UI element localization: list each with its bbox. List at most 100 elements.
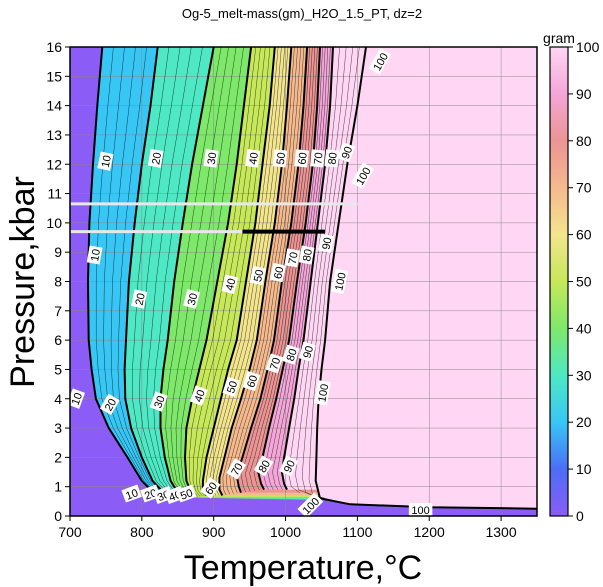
contour-label-text: 50 bbox=[252, 269, 266, 283]
contour-label: 40 bbox=[245, 149, 261, 168]
contour-label-text: 30 bbox=[206, 152, 220, 166]
contour-40 bbox=[183, 47, 253, 498]
y-tick-label: 12 bbox=[46, 156, 62, 172]
contour-label-text: 80 bbox=[285, 347, 300, 362]
contour-label-text: 80 bbox=[327, 152, 340, 165]
y-tick-label: 2 bbox=[54, 449, 62, 465]
x-tick-label: 900 bbox=[202, 524, 226, 540]
contour-label-text: 90 bbox=[301, 345, 316, 360]
contour-label: 30 bbox=[149, 391, 168, 412]
contour-label: 30 bbox=[203, 149, 219, 168]
contour-label: 20 bbox=[147, 148, 164, 168]
y-tick-label: 7 bbox=[54, 303, 62, 319]
contour-label: 70 bbox=[310, 149, 326, 168]
colorbar-tick-label: 80 bbox=[576, 133, 592, 149]
contour-label-text: 100 bbox=[316, 383, 331, 403]
contour-label-text: 60 bbox=[296, 152, 309, 165]
contour-30 bbox=[159, 47, 215, 500]
x-tick-label: 800 bbox=[130, 524, 154, 540]
contour-label: 60 bbox=[269, 262, 287, 283]
minor-contour bbox=[189, 47, 256, 497]
colorbar-label: gram bbox=[543, 30, 575, 46]
x-axis: 700 800 900 1000 1100 1200 1300 bbox=[58, 516, 517, 540]
colorbar-tick-label: 90 bbox=[576, 86, 592, 102]
contour-label-text: 60 bbox=[245, 374, 260, 389]
contour-label-text: 20 bbox=[150, 151, 164, 165]
contour-label-text: 50 bbox=[179, 487, 195, 502]
colorbar-tick-label: 30 bbox=[576, 367, 592, 383]
contour-label-text: 100 bbox=[333, 271, 349, 291]
minor-contour bbox=[103, 47, 176, 501]
contour-label: 60 bbox=[242, 370, 260, 392]
y-tick-label: 6 bbox=[54, 332, 62, 348]
contour-label: 60 bbox=[200, 477, 221, 499]
colorbar-tick-label: 10 bbox=[576, 461, 592, 477]
y-axis-title: Pressure,kbar bbox=[4, 176, 42, 388]
x-tick-label: 1200 bbox=[414, 524, 445, 540]
colorbar: 0 10 20 30 40 50 60 70 80 90 100 gram bbox=[543, 30, 600, 524]
contour-label: 20 bbox=[99, 393, 120, 415]
contour-label-text: 20 bbox=[134, 292, 148, 306]
minor-contour bbox=[302, 47, 353, 499]
contour-label: 90 bbox=[298, 341, 316, 362]
x-tick-label: 1300 bbox=[485, 524, 516, 540]
minor-contour bbox=[253, 47, 318, 491]
minor-contour bbox=[146, 47, 192, 500]
contour-label: 70 bbox=[284, 248, 301, 268]
contour-label-text: 80 bbox=[301, 248, 315, 262]
contour-label: 10 bbox=[67, 388, 85, 409]
heat-band-low bbox=[70, 410, 537, 516]
contour-label: 100 bbox=[313, 380, 331, 406]
contour-label: 10 bbox=[97, 151, 114, 171]
x-tick-label: 1000 bbox=[270, 524, 301, 540]
contour-label-text: 60 bbox=[272, 266, 286, 280]
contour-label-text: 90 bbox=[321, 236, 335, 250]
minor-contour bbox=[139, 47, 181, 500]
contour-label: 40 bbox=[221, 274, 238, 295]
contour-label: 70 bbox=[265, 353, 283, 374]
contour-label: 50 bbox=[249, 265, 266, 286]
y-tick-label: 15 bbox=[46, 68, 62, 84]
contour-label-text: 70 bbox=[268, 356, 283, 371]
contour-label: 80 bbox=[324, 149, 340, 168]
contour-label-text: 10 bbox=[124, 487, 140, 502]
contour-label-text: 20 bbox=[103, 397, 120, 414]
contour-label-text: 10 bbox=[89, 248, 103, 262]
colorbar-tick-label: 0 bbox=[576, 508, 584, 524]
minor-contour bbox=[153, 47, 203, 499]
y-tick-label: 3 bbox=[54, 420, 62, 436]
contour-label: 100 bbox=[330, 268, 349, 295]
minor-contour bbox=[308, 47, 360, 502]
contour-label-text: 90 bbox=[340, 145, 355, 161]
contour-label: 40 bbox=[189, 385, 208, 406]
heat-band-100 bbox=[315, 47, 537, 509]
contour-label: 90 bbox=[279, 455, 299, 477]
y-tick-label: 16 bbox=[46, 39, 62, 55]
contour-label: 100 bbox=[408, 503, 433, 517]
annotation-lines bbox=[70, 202, 358, 234]
y-tick-label: 14 bbox=[46, 98, 62, 114]
contour-label: 60 bbox=[294, 149, 310, 168]
colorbar-tick-label: 60 bbox=[576, 227, 592, 243]
contour-label-text: 70 bbox=[287, 251, 301, 265]
contour-label-text: 50 bbox=[225, 380, 240, 395]
contour-label: 20 bbox=[131, 289, 148, 309]
minor-contour bbox=[229, 47, 301, 494]
contour-10 bbox=[86, 47, 175, 503]
colorbar-tick-label: 20 bbox=[576, 414, 592, 430]
y-tick-label: 9 bbox=[54, 244, 62, 260]
y-tick-label: 4 bbox=[54, 391, 62, 407]
colorbar-ticks: 0 10 20 30 40 50 60 70 80 90 100 bbox=[568, 39, 600, 524]
contour-label-text: 60 bbox=[203, 480, 220, 497]
contour-label-text: 50 bbox=[275, 152, 288, 165]
y-tick-label: 11 bbox=[47, 186, 62, 202]
colorbar-tick-label: 70 bbox=[576, 180, 592, 196]
contour-label-text: 90 bbox=[282, 459, 298, 475]
x-axis-title: Temperature,°C bbox=[184, 549, 422, 587]
contour-label-text: 10 bbox=[100, 154, 114, 168]
colorbar-tick-label: 50 bbox=[576, 274, 592, 290]
contour-label: 80 bbox=[253, 455, 274, 477]
x-tick-label: 700 bbox=[58, 524, 82, 540]
